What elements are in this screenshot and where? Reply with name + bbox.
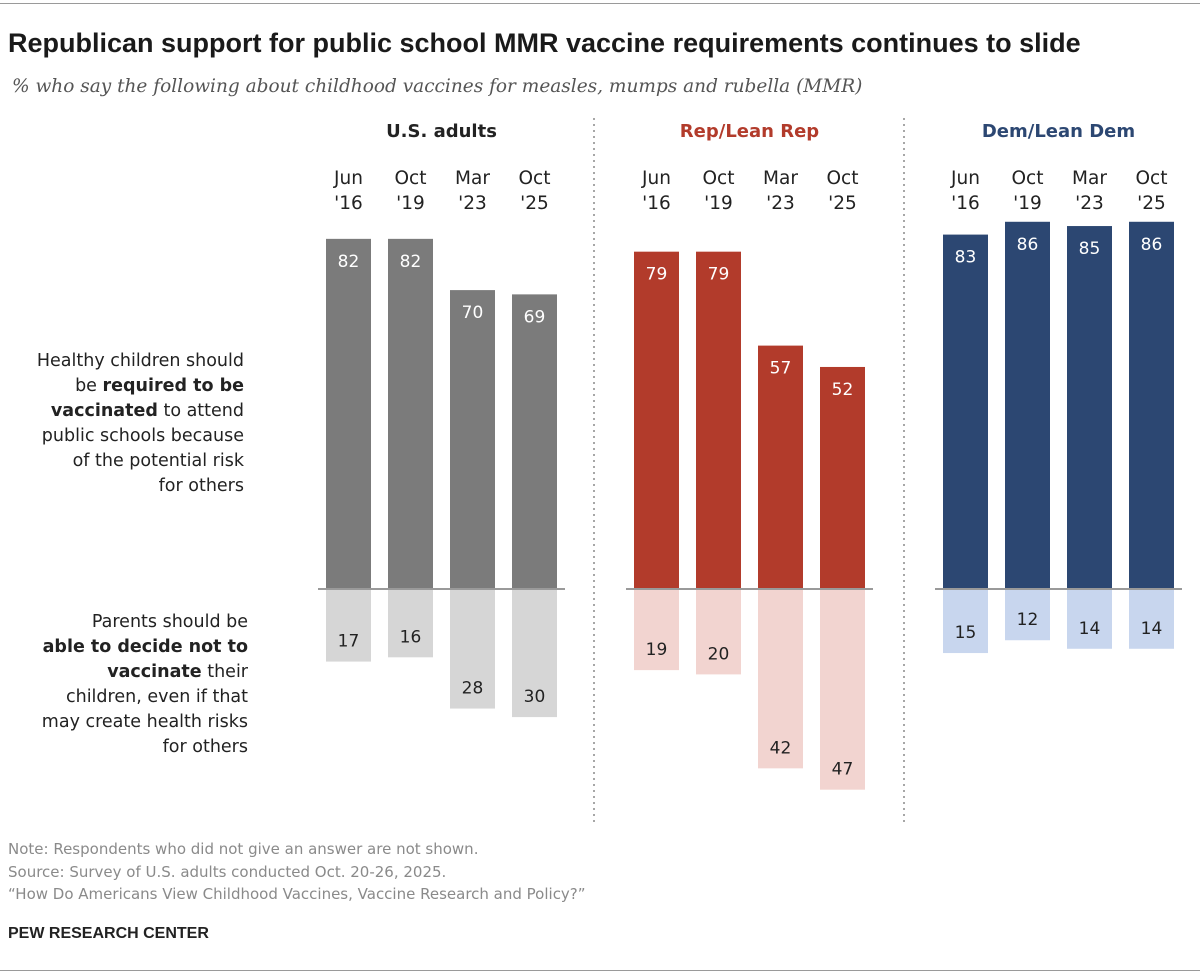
bar-required	[634, 251, 679, 590]
bar-decide	[758, 589, 803, 769]
data-label-decide: 16	[400, 627, 422, 647]
group-label: U.S. adults	[386, 121, 497, 142]
x-tick-label: '23	[766, 193, 795, 214]
bar-required	[1129, 221, 1174, 589]
data-label-decide: 28	[462, 679, 484, 699]
data-label-required: 85	[1079, 239, 1101, 259]
brand-label: PEW RESEARCH CENTER	[8, 925, 209, 942]
data-label-decide: 30	[524, 687, 546, 707]
report-title-text: “How Do Americans View Childhood Vaccine…	[8, 885, 586, 903]
group-label: Dem/Lean Dem	[982, 121, 1135, 142]
source-text: Source: Survey of U.S. adults conducted …	[8, 862, 447, 881]
data-label-decide: 15	[955, 623, 977, 643]
bar-required	[696, 251, 741, 590]
bar-decide	[388, 589, 433, 658]
x-tick-label: '25	[828, 193, 857, 214]
x-tick-label: '16	[951, 193, 980, 214]
x-tick-label: '19	[1013, 193, 1042, 214]
data-label-required: 52	[832, 380, 854, 400]
data-label-required: 86	[1017, 235, 1039, 255]
x-tick-label: '25	[1137, 193, 1166, 214]
x-tick-label: '23	[458, 193, 487, 214]
x-tick-label: Jun	[641, 168, 671, 189]
row-label-decide: Parents should be able to decide not to …	[41, 612, 248, 757]
data-label-decide: 12	[1017, 610, 1039, 630]
bar-decide	[820, 589, 865, 790]
x-tick-label: '19	[704, 193, 733, 214]
x-tick-label: '23	[1075, 193, 1104, 214]
bar-required	[388, 238, 433, 590]
top-rule	[0, 3, 1200, 4]
x-tick-label: Oct	[703, 168, 735, 189]
data-label-decide: 14	[1141, 619, 1163, 639]
x-tick-label: Oct	[1136, 168, 1168, 189]
data-label-required: 86	[1141, 235, 1163, 255]
data-label-required: 57	[770, 359, 792, 379]
x-tick-label: '16	[642, 193, 671, 214]
bar-chart: U.S. adults Jun '16 82 17 Oct '19 82 16 Mar '23 70 2…	[318, 118, 1182, 822]
bar-decide	[696, 589, 741, 675]
bar-decide	[943, 589, 988, 654]
chart-title: Republican support for public school MMR…	[8, 28, 1081, 58]
group-label: Rep/Lean Rep	[680, 121, 820, 142]
x-tick-label: Mar	[763, 168, 798, 189]
data-label-required: 79	[708, 265, 730, 285]
x-tick-label: Oct	[519, 168, 551, 189]
bar-decide	[1067, 589, 1112, 649]
bar-required	[326, 238, 371, 590]
bottom-rule	[0, 970, 1200, 971]
data-label-required: 70	[462, 303, 484, 323]
x-tick-label: Oct	[827, 168, 859, 189]
bar-decide	[1129, 589, 1174, 649]
data-label-required: 79	[646, 265, 668, 285]
data-label-decide: 42	[770, 738, 792, 758]
bar-decide	[1005, 589, 1050, 641]
bar-required	[450, 290, 495, 589]
x-tick-label: Mar	[1072, 168, 1107, 189]
bar-required	[758, 345, 803, 589]
data-label-required: 82	[400, 252, 422, 272]
bar-decide	[512, 589, 557, 718]
bar-decide	[450, 589, 495, 709]
bar-decide	[326, 589, 371, 662]
notes-block: Note: Respondents who did not give an an…	[8, 838, 586, 906]
data-label-decide: 47	[832, 760, 854, 780]
data-label-decide: 17	[338, 632, 360, 652]
x-tick-label: '16	[334, 193, 363, 214]
bar-required	[1067, 226, 1112, 590]
x-tick-label: '25	[520, 193, 549, 214]
data-label-required: 82	[338, 252, 360, 272]
x-tick-label: Jun	[950, 168, 980, 189]
x-tick-label: Jun	[333, 168, 363, 189]
data-label-decide: 14	[1079, 619, 1101, 639]
data-label-decide: 20	[708, 644, 730, 664]
chart-subtitle: % who say the following about childhood …	[12, 76, 863, 97]
note-text: Note: Respondents who did not give an an…	[8, 840, 479, 858]
data-label-required: 83	[955, 248, 977, 268]
bar-decide	[634, 589, 679, 671]
x-tick-label: Oct	[395, 168, 427, 189]
bar-required	[820, 366, 865, 589]
data-label-decide: 19	[646, 640, 668, 660]
x-tick-label: Mar	[455, 168, 490, 189]
data-label-required: 69	[524, 307, 546, 327]
x-tick-label: Oct	[1012, 168, 1044, 189]
bar-required	[943, 234, 988, 589]
row-label-required: Healthy children should be required to b…	[36, 351, 244, 496]
bar-required	[512, 294, 557, 589]
bar-required	[1005, 221, 1050, 589]
x-tick-label: '19	[396, 193, 425, 214]
